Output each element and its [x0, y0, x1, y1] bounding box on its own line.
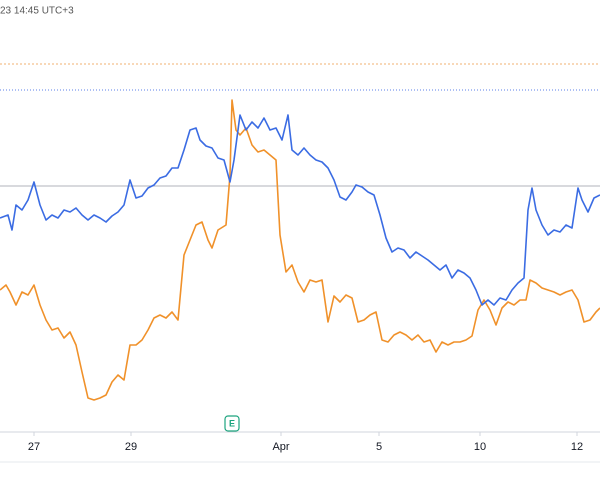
x-tick-label: 5: [376, 441, 382, 453]
x-tick-label: 27: [28, 441, 40, 453]
earnings-label: E: [229, 418, 235, 428]
series-line: [0, 114, 600, 306]
x-tick-label: 12: [571, 441, 583, 453]
series-line: [0, 99, 600, 401]
header-text: 23 14:45 UTC+3: [0, 6, 74, 17]
x-tick-label: 29: [125, 441, 137, 453]
earnings-marker[interactable]: [224, 415, 240, 432]
x-tick-label: Apr: [272, 441, 289, 453]
x-tick-label: 10: [474, 441, 486, 453]
